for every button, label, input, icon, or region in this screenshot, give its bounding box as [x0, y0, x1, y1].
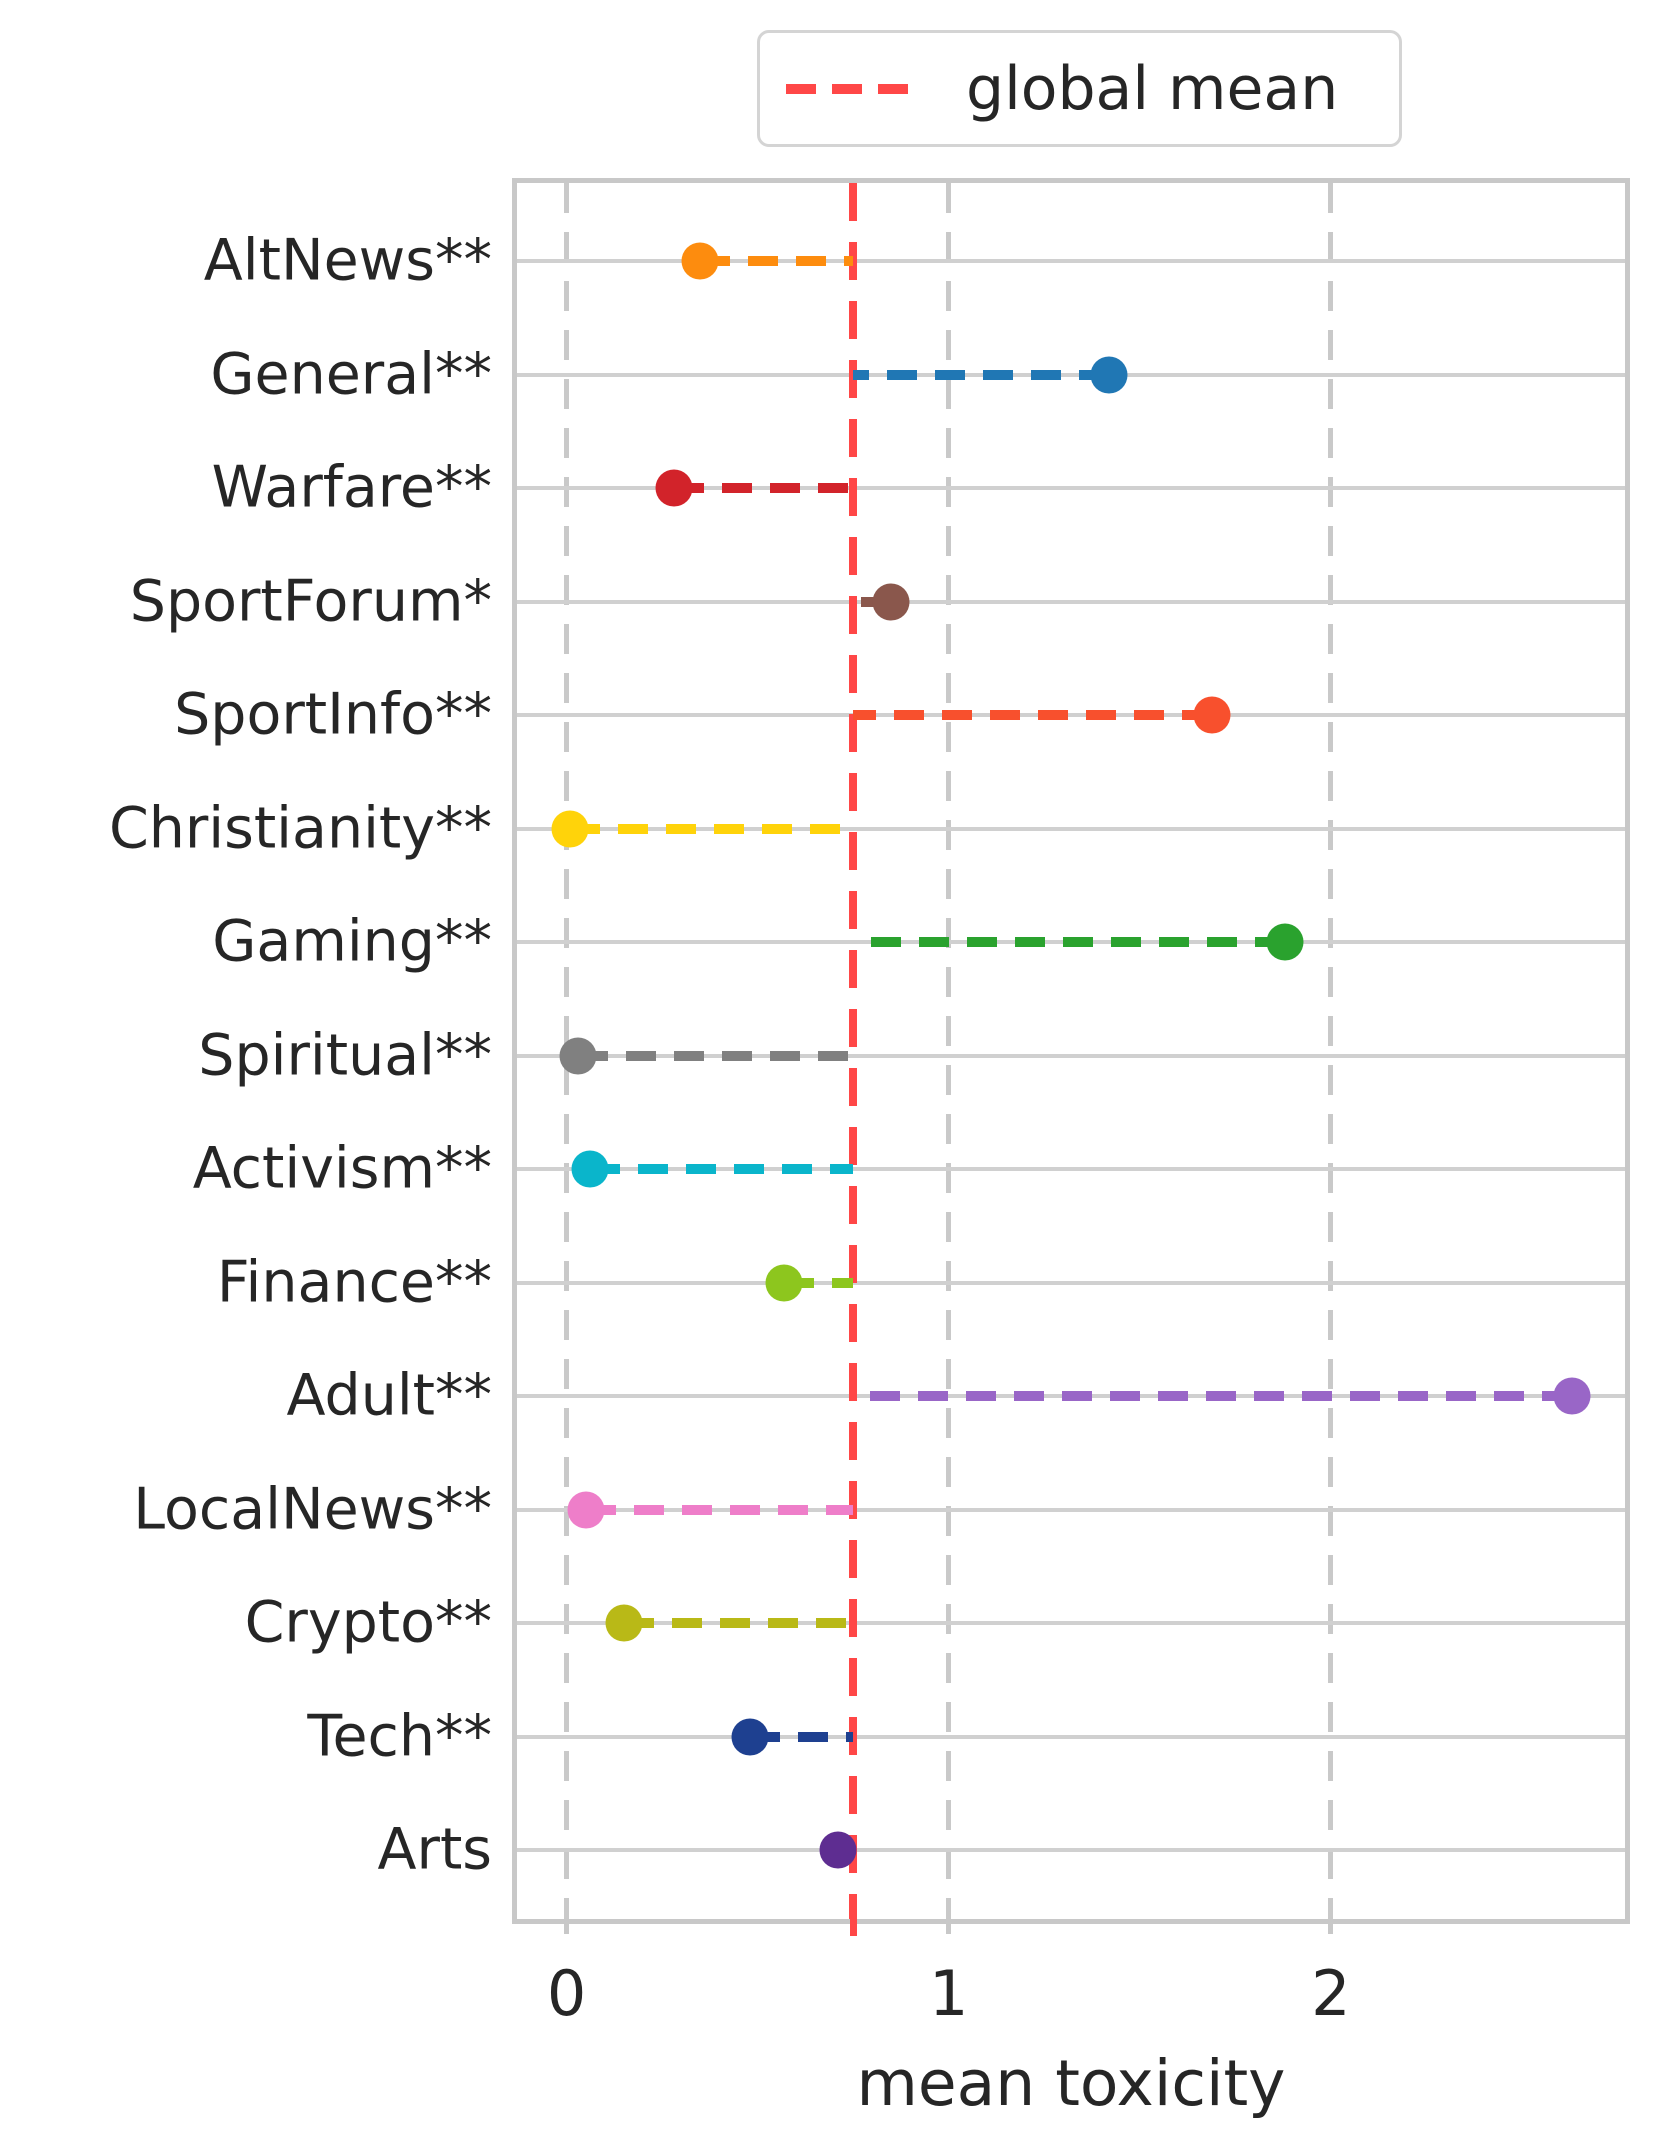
- y-axis-category-label: SportInfo**: [174, 681, 492, 748]
- horizontal-gridline: [517, 1621, 1625, 1625]
- global-mean-line: [849, 183, 858, 1919]
- vertical-gridline: [946, 183, 952, 1919]
- data-point-dot: [872, 583, 910, 620]
- data-point-dot: [655, 469, 693, 507]
- y-axis-category-label: LocalNews**: [133, 1476, 492, 1542]
- horizontal-gridline: [517, 486, 1625, 490]
- lollipop-stem: [570, 823, 854, 834]
- data-point-dot: [765, 1264, 803, 1301]
- y-axis-category-label: Tech**: [307, 1703, 492, 1769]
- data-point-dot: [605, 1604, 643, 1642]
- data-point-dot: [1090, 356, 1128, 393]
- lollipop-stem: [853, 1391, 1572, 1401]
- lollipop-stem: [853, 369, 1110, 380]
- lollipop-stem: [578, 1050, 854, 1061]
- y-axis-category-label: AltNews**: [203, 227, 492, 294]
- horizontal-gridline: [517, 1734, 1625, 1739]
- y-axis-category-label: Activism**: [192, 1135, 492, 1202]
- x-axis-title: mean toxicity: [856, 2047, 1286, 2120]
- global-mean-legend-line-icon: [786, 83, 920, 94]
- lollipop-stem: [585, 1504, 854, 1515]
- horizontal-gridline: [517, 1280, 1625, 1285]
- vertical-gridline: [1328, 183, 1334, 1919]
- lollipop-stem: [853, 596, 892, 607]
- y-axis-category-label: Adult**: [286, 1362, 492, 1429]
- x-axis-tick-label: 0: [546, 1957, 587, 2030]
- lollipop-stem: [853, 710, 1213, 720]
- lollipop-stem: [589, 1164, 854, 1174]
- data-point-dot: [551, 810, 589, 847]
- lollipop-stem: [673, 483, 854, 493]
- x-axis-tick-mark: [946, 1919, 952, 1934]
- x-axis-tick-mark: [564, 1919, 570, 1934]
- y-axis-category-label: Arts: [377, 1816, 492, 1883]
- horizontal-gridline: [517, 1848, 1625, 1852]
- horizontal-gridline: [517, 1507, 1625, 1512]
- horizontal-gridline: [517, 826, 1625, 831]
- lollipop-stem: [784, 1277, 854, 1288]
- y-axis-category-label: Warfare**: [211, 454, 492, 521]
- data-point-dot: [681, 242, 719, 280]
- x-axis-tick-label: 2: [1311, 1957, 1351, 2030]
- y-axis-category-label: Christianity**: [108, 795, 492, 861]
- y-axis-category-label: General**: [210, 341, 492, 407]
- legend-label: global mean: [966, 53, 1339, 124]
- horizontal-gridline: [517, 259, 1625, 263]
- y-axis-category-label: Finance**: [216, 1249, 492, 1315]
- x-axis-tick-label: 1: [929, 1957, 969, 2030]
- y-axis-category-label: SportForum*: [129, 568, 492, 634]
- global-mean-tick-mark: [849, 1919, 857, 1936]
- lollipop-stem: [853, 937, 1285, 947]
- data-point-dot: [567, 1491, 605, 1528]
- data-point-dot: [559, 1037, 597, 1074]
- x-axis-tick-mark: [1328, 1919, 1334, 1934]
- horizontal-gridline: [517, 599, 1625, 604]
- y-axis-category-label: Gaming**: [212, 908, 492, 975]
- horizontal-gridline: [517, 1167, 1625, 1171]
- data-point-dot: [1553, 1377, 1590, 1415]
- legend: global mean: [757, 30, 1402, 147]
- lollipop-stem: [700, 256, 854, 266]
- data-point-dot: [731, 1718, 769, 1755]
- data-point-dot: [1266, 923, 1304, 961]
- data-point-dot: [571, 1150, 609, 1188]
- lollipop-stem: [623, 1618, 854, 1628]
- y-axis-category-label: Spiritual**: [198, 1022, 492, 1088]
- lollipop-stem: [750, 1731, 854, 1742]
- data-point-dot: [819, 1831, 857, 1869]
- plot-area: [512, 178, 1630, 1936]
- y-axis-category-label: Crypto**: [244, 1589, 492, 1656]
- horizontal-gridline: [517, 1053, 1625, 1058]
- data-point-dot: [1193, 696, 1231, 734]
